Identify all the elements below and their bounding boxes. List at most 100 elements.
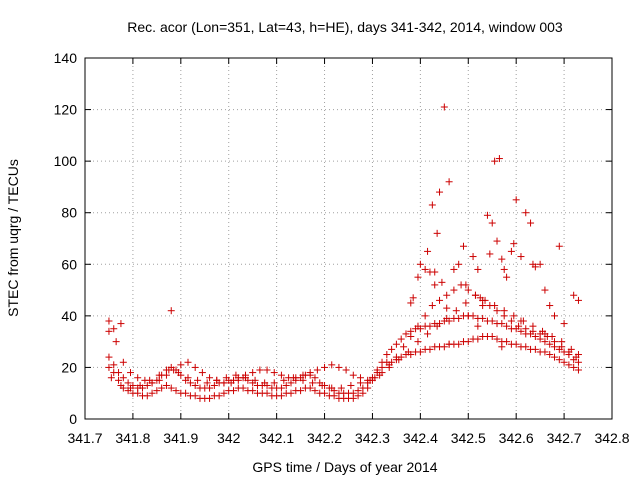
data-point — [306, 384, 314, 392]
data-point — [529, 322, 537, 330]
data-point — [397, 335, 405, 343]
data-point — [500, 265, 508, 273]
data-point — [440, 343, 448, 351]
data-point — [455, 340, 463, 348]
data-point — [574, 358, 582, 366]
data-point — [431, 268, 439, 276]
data-point — [119, 358, 127, 366]
data-point — [148, 389, 156, 397]
data-point — [127, 369, 135, 377]
data-points — [105, 103, 582, 402]
data-point — [395, 356, 403, 364]
data-point — [450, 265, 458, 273]
data-point — [517, 327, 525, 335]
data-point — [153, 387, 161, 395]
data-point — [400, 343, 408, 351]
plot-frame — [84, 57, 613, 420]
data-point — [574, 366, 582, 374]
data-point — [105, 363, 113, 371]
data-point — [213, 376, 221, 384]
data-point — [498, 255, 506, 263]
data-point — [488, 317, 496, 325]
data-point — [230, 387, 238, 395]
data-point — [270, 379, 278, 387]
data-point — [321, 389, 329, 397]
data-point — [198, 369, 206, 377]
data-point — [546, 340, 554, 348]
data-point — [426, 345, 434, 353]
data-point — [203, 379, 211, 387]
data-point — [424, 247, 432, 255]
data-point — [567, 345, 575, 353]
data-point — [495, 155, 503, 163]
data-point — [186, 379, 194, 387]
y-tick-label: 0 — [69, 411, 77, 427]
data-point — [476, 294, 484, 302]
data-point — [241, 374, 249, 382]
y-tick-label: 120 — [54, 102, 78, 118]
data-point — [110, 325, 118, 333]
data-point — [222, 374, 230, 382]
data-point — [428, 201, 436, 209]
data-point — [328, 361, 336, 369]
data-point — [206, 384, 214, 392]
y-tick-label: 80 — [61, 205, 77, 221]
data-point — [488, 332, 496, 340]
data-point — [570, 363, 578, 371]
data-point — [124, 379, 132, 387]
data-point — [215, 392, 223, 400]
data-point — [371, 374, 379, 382]
data-point — [297, 387, 305, 395]
data-point — [450, 286, 458, 294]
data-point — [574, 296, 582, 304]
data-point — [493, 335, 501, 343]
data-point — [464, 338, 472, 346]
data-point — [488, 219, 496, 227]
data-point — [433, 322, 441, 330]
data-point — [522, 343, 530, 351]
x-tick-label: 342.3 — [355, 430, 390, 446]
data-point — [127, 384, 135, 392]
data-point — [500, 307, 508, 315]
data-point — [402, 330, 410, 338]
data-point — [507, 247, 515, 255]
data-point — [136, 381, 144, 389]
data-point — [522, 325, 530, 333]
data-point — [421, 265, 429, 273]
data-point — [105, 353, 113, 361]
data-point — [174, 369, 182, 377]
data-point — [155, 371, 163, 379]
data-point — [440, 103, 448, 111]
data-point — [234, 376, 242, 384]
data-point — [462, 281, 470, 289]
x-tick-label: 342.7 — [547, 430, 582, 446]
data-point — [570, 291, 578, 299]
data-point — [510, 312, 518, 320]
data-point — [464, 312, 472, 320]
data-point — [210, 381, 218, 389]
data-point — [146, 376, 154, 384]
x-tick-label: 342.6 — [499, 430, 534, 446]
x-tick-label: 341.8 — [115, 430, 150, 446]
data-point — [328, 384, 336, 392]
data-point — [565, 361, 573, 369]
data-point — [404, 348, 412, 356]
data-point — [409, 294, 417, 302]
data-point — [443, 291, 451, 299]
data-point — [117, 381, 125, 389]
x-tick-label: 341.9 — [163, 430, 198, 446]
data-point — [182, 389, 190, 397]
x-tick-label: 342.5 — [451, 430, 486, 446]
data-point — [134, 374, 142, 382]
data-point — [483, 211, 491, 219]
x-axis-label: GPS time / Days of year 2014 — [252, 459, 437, 475]
data-point — [261, 379, 269, 387]
data-point — [220, 389, 228, 397]
data-point — [551, 312, 559, 320]
data-point — [162, 381, 170, 389]
data-point — [158, 384, 166, 392]
data-point — [110, 361, 118, 369]
data-point — [270, 369, 278, 377]
data-point — [421, 312, 429, 320]
